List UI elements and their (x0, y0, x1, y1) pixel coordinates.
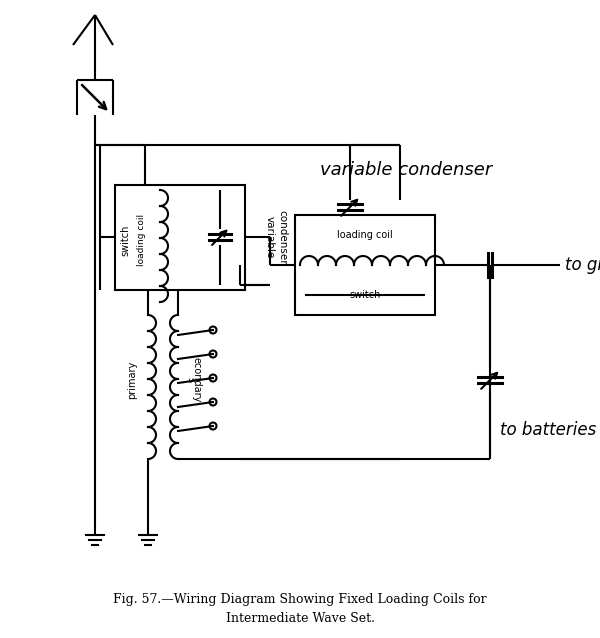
Text: primary: primary (127, 361, 137, 399)
Text: switch: switch (120, 225, 130, 256)
Text: to grid: to grid (565, 256, 600, 274)
Text: loading coil: loading coil (137, 214, 146, 266)
Bar (295, 215, 435, 315)
Text: Intermediate Wave Set.: Intermediate Wave Set. (226, 611, 374, 625)
Text: econdary: econdary (191, 357, 201, 403)
Text: variable: variable (265, 216, 275, 258)
Text: condenser: condenser (277, 210, 287, 264)
Text: loading coil: loading coil (337, 230, 393, 240)
Text: s: s (185, 378, 195, 383)
Text: variable condenser: variable condenser (320, 161, 492, 179)
Text: switch: switch (349, 290, 380, 300)
Text: Fig. 57.—Wiring Diagram Showing Fixed Loading Coils for: Fig. 57.—Wiring Diagram Showing Fixed Lo… (113, 593, 487, 607)
Bar (115, 185, 245, 290)
Text: to batteries: to batteries (500, 421, 596, 439)
